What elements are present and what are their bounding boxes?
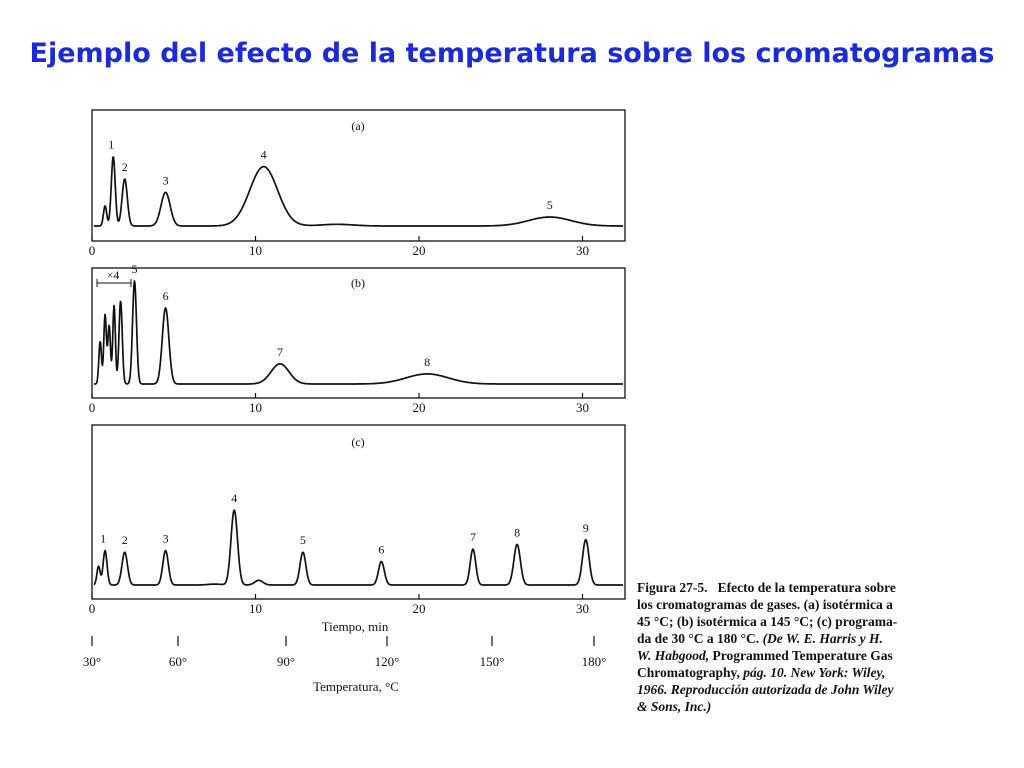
peak-label: 5 xyxy=(132,262,138,276)
plot-frame xyxy=(91,424,626,600)
chromatogram-trace xyxy=(93,280,624,385)
x-tick-label: 10 xyxy=(249,601,262,616)
x-tick-label: 10 xyxy=(249,243,262,258)
peak-label: 6 xyxy=(378,543,384,557)
peak-label: 9 xyxy=(583,521,589,535)
panel-label: (c) xyxy=(351,435,364,449)
peak-label: 3 xyxy=(163,173,169,187)
peak-label: 1 xyxy=(108,138,114,152)
temperature-axis-label: Temperatura, °C xyxy=(313,679,399,694)
peak-label: 6 xyxy=(163,289,169,303)
peak-label: 4 xyxy=(261,148,267,162)
chromatogram-trace xyxy=(93,156,624,227)
peak-label: 2 xyxy=(122,533,128,547)
x-tick-label: 30 xyxy=(576,601,589,616)
caption-line: da de 30 °C a 180 °C. xyxy=(637,631,760,646)
peak-label: 1 xyxy=(100,532,106,546)
peak-label: 2 xyxy=(122,160,128,174)
temperature-tick-label: 120° xyxy=(375,654,400,669)
annotation-label: ×4 xyxy=(107,268,120,282)
chromatogram-trace xyxy=(93,509,624,586)
caption-line: & Sons, Inc.) xyxy=(637,699,712,714)
caption-line: los cromatogramas de gases. (a) isotérmi… xyxy=(637,597,893,612)
caption-line: Chromatography, xyxy=(637,665,740,680)
temperature-axis: 30° 60° 90° 120° 150° 180° Temperatura, °C xyxy=(83,636,606,694)
temperature-tick-label: 90° xyxy=(277,654,295,669)
x-tick-label: 0 xyxy=(89,601,96,616)
x-tick-label: 30 xyxy=(576,400,589,415)
temperature-tick-label: 30° xyxy=(83,654,101,669)
plot-frame xyxy=(91,267,626,399)
x-tick-label: 20 xyxy=(413,400,426,415)
peak-label: 5 xyxy=(547,198,553,212)
chromatogram-panel-a: 0 10 20 30 (a) 12 3 4 5 xyxy=(89,109,626,258)
x-tick-label: 0 xyxy=(89,400,96,415)
peak-label: 7 xyxy=(470,530,476,544)
caption-line: pág. 10. New York: Wiley, xyxy=(743,665,886,680)
caption-line: 45 °C; (b) isotérmica a 145 °C; (c) prog… xyxy=(637,614,898,629)
x-tick-label: 20 xyxy=(413,243,426,258)
peak-label: 8 xyxy=(514,525,520,539)
x-tick-label: 10 xyxy=(249,400,262,415)
x-tick-label: 20 xyxy=(413,601,426,616)
chromatogram-panel-c: 0 10 20 30 (c) 1 2 3 4 5 6 7 8 9 Tiempo, min xyxy=(89,424,626,634)
panel-label: (a) xyxy=(351,119,364,133)
figure-caption: Figura 27-5. Efecto de la temperatura so… xyxy=(637,579,967,715)
temperature-tick-label: 180° xyxy=(582,654,607,669)
caption-line: Efecto de la temperatura sobre xyxy=(717,580,896,595)
x-tick-label: 30 xyxy=(576,243,589,258)
peak-label: 3 xyxy=(163,532,169,546)
caption-line: W. Habgood, xyxy=(637,648,710,663)
panel-label: (b) xyxy=(351,276,365,290)
caption-line: (De W. E. Harris y H. xyxy=(762,631,883,646)
caption-line: 1966. Reproducción autorizada de John Wi… xyxy=(637,682,894,697)
slide-title: Ejemplo del efecto de la temperatura sob… xyxy=(29,38,995,69)
peak-label: 5 xyxy=(300,533,306,547)
peak-label: 8 xyxy=(424,355,430,369)
plot-frame xyxy=(91,109,626,242)
x-axis-label: Tiempo, min xyxy=(322,619,389,634)
peak-label: 4 xyxy=(231,491,237,505)
chromatogram-panel-b: 0 10 20 30 (b) 5 6 7 8 ×4 xyxy=(89,262,626,415)
caption-line: Programmed Temperature Gas xyxy=(712,648,893,663)
x-tick-label: 0 xyxy=(89,243,96,258)
temperature-tick-label: 60° xyxy=(169,654,187,669)
temperature-tick-label: 150° xyxy=(480,654,505,669)
peak-label: 7 xyxy=(277,345,283,359)
caption-figure-label: Figura 27-5. xyxy=(637,580,708,595)
